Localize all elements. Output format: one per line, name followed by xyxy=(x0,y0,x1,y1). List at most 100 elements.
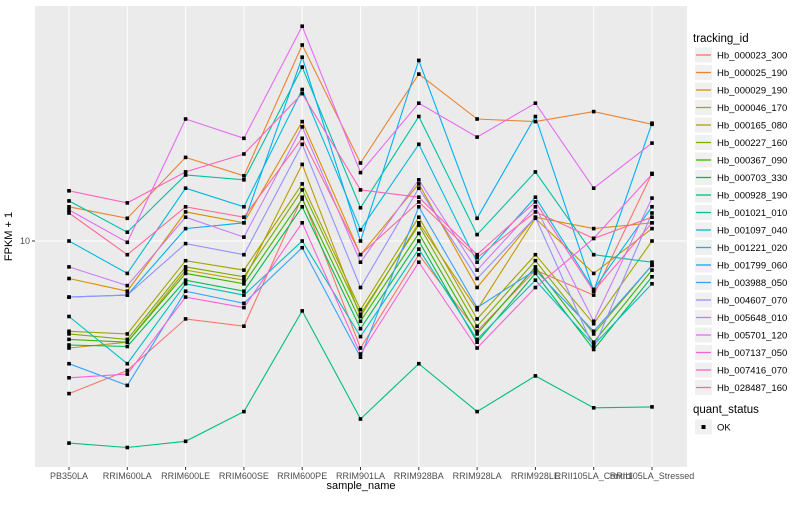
data-point xyxy=(183,439,188,444)
data-point xyxy=(417,223,421,227)
data-point xyxy=(300,125,304,129)
data-point xyxy=(475,255,479,260)
data-point xyxy=(242,324,246,328)
data-point xyxy=(183,186,188,190)
data-point xyxy=(242,301,246,306)
data-point xyxy=(183,271,188,276)
data-point xyxy=(242,215,246,219)
data-point xyxy=(67,205,71,209)
data-point xyxy=(67,337,71,342)
data-point xyxy=(417,178,421,182)
data-point xyxy=(591,289,596,293)
data-point xyxy=(417,221,421,225)
data-point xyxy=(300,24,304,28)
data-point xyxy=(417,231,421,236)
legend-entry-Hb_005648_010: Hb_005648_010 xyxy=(695,310,787,325)
data-point xyxy=(533,215,538,219)
data-point xyxy=(417,361,421,366)
data-point xyxy=(183,117,188,121)
data-point xyxy=(358,239,363,243)
data-point xyxy=(183,258,188,263)
data-point xyxy=(591,332,596,336)
data-point xyxy=(242,178,246,182)
data-point xyxy=(183,210,188,214)
legend-entry-Hb_001097_040: Hb_001097_040 xyxy=(695,222,787,238)
data-point xyxy=(300,221,304,225)
data-point xyxy=(242,289,246,293)
legend-label: Hb_001021_010 xyxy=(717,208,787,219)
legend-entry-Hb_001221_020: Hb_001221_020 xyxy=(695,240,787,255)
data-point xyxy=(242,268,246,272)
data-point xyxy=(242,293,246,297)
data-point xyxy=(358,228,363,232)
data-point xyxy=(242,278,246,282)
data-point xyxy=(591,186,596,190)
data-point xyxy=(300,43,304,47)
data-point xyxy=(533,252,538,257)
data-point xyxy=(183,282,188,286)
x-tick-label-5: RRIM901LA xyxy=(336,471,385,481)
data-point xyxy=(300,245,304,250)
data-point xyxy=(242,409,246,414)
quant-ok-marker-icon xyxy=(701,425,706,429)
data-point xyxy=(67,295,71,299)
x-tick-label-4: RRIM600PE xyxy=(277,471,327,481)
x-tick-label-6: RRIM928BA xyxy=(394,471,444,481)
data-point xyxy=(125,230,130,234)
data-point xyxy=(300,142,304,147)
data-point xyxy=(125,283,130,288)
data-point xyxy=(183,241,188,246)
data-point xyxy=(650,205,654,209)
data-point xyxy=(183,155,188,160)
legend-label: Hb_000703_330 xyxy=(717,173,787,184)
data-point xyxy=(67,332,71,336)
data-point xyxy=(475,135,479,139)
data-point xyxy=(650,141,654,145)
data-point xyxy=(475,305,479,310)
data-point xyxy=(67,343,71,347)
data-point xyxy=(300,55,304,59)
data-point xyxy=(358,319,363,324)
data-point xyxy=(242,275,246,279)
data-point xyxy=(591,236,596,241)
data-point xyxy=(417,182,421,186)
data-point xyxy=(417,72,421,76)
data-point xyxy=(300,91,304,96)
data-point xyxy=(475,216,479,221)
data-point xyxy=(417,142,421,147)
data-point xyxy=(591,329,596,334)
data-point xyxy=(67,346,71,350)
data-point xyxy=(417,260,421,264)
data-point xyxy=(358,334,363,339)
data-point xyxy=(591,252,596,257)
legend-label: Hb_000029_190 xyxy=(717,86,787,97)
data-point xyxy=(358,188,363,192)
legend-entry-Hb_000227_160: Hb_000227_160 xyxy=(695,135,787,150)
data-point xyxy=(242,252,246,257)
legend-label: Hb_028487_160 xyxy=(717,383,787,394)
data-point xyxy=(475,268,479,272)
data-point xyxy=(533,285,538,290)
x-tick-label-3: RRIM600SE xyxy=(219,471,269,481)
data-point xyxy=(650,211,654,215)
data-point xyxy=(417,247,421,251)
data-point xyxy=(67,265,71,269)
data-point xyxy=(125,240,130,245)
data-point xyxy=(533,195,538,199)
data-point xyxy=(67,441,71,445)
legend-entry-Hb_000367_090: Hb_000367_090 xyxy=(695,152,787,168)
data-point xyxy=(533,265,538,269)
data-point xyxy=(591,346,596,350)
legend-label: Hb_000367_090 xyxy=(717,156,787,167)
data-point xyxy=(300,65,304,69)
data-point xyxy=(183,173,188,177)
data-point xyxy=(533,205,538,209)
data-point xyxy=(183,295,188,299)
data-point xyxy=(417,239,421,243)
data-point xyxy=(533,119,538,124)
data-point xyxy=(533,268,538,272)
x-tick-label-1: RRIM600LA xyxy=(103,471,152,481)
data-point xyxy=(475,329,479,334)
data-point xyxy=(533,170,538,174)
data-point xyxy=(183,170,188,174)
